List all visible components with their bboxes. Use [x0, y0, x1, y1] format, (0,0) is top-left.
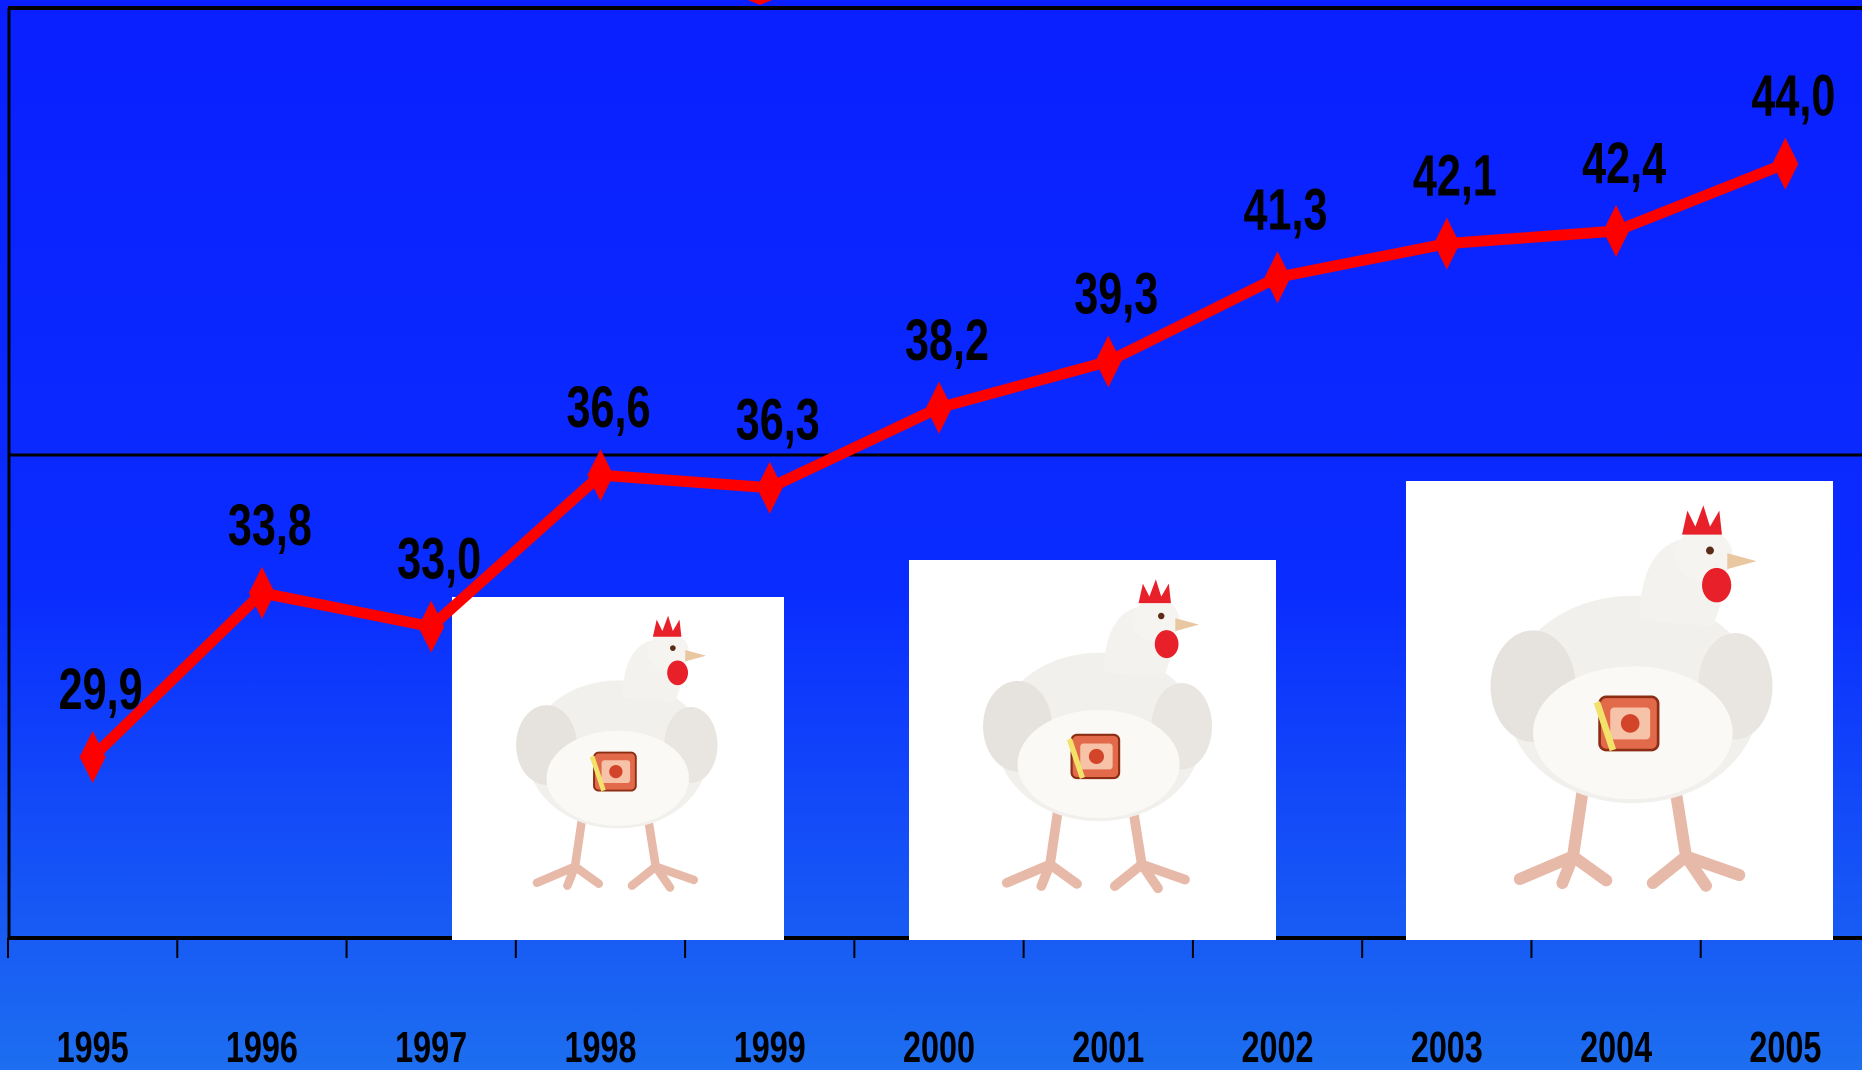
x-tick-label: 1996 — [226, 1023, 298, 1070]
data-point-marker — [926, 381, 952, 434]
data-point-marker — [1264, 251, 1291, 304]
data-label: 41,3 — [1244, 177, 1328, 242]
data-label: 42,4 — [1582, 131, 1666, 196]
data-label: 33,8 — [228, 493, 312, 558]
data-point-marker — [248, 566, 275, 619]
data-label: 42,1 — [1413, 144, 1497, 209]
x-tick-label: 1997 — [395, 1023, 467, 1070]
data-point-marker — [1433, 217, 1460, 270]
chicken-image-small — [452, 597, 784, 940]
offscreen-marker — [748, 0, 772, 5]
data-label: 38,2 — [905, 308, 989, 373]
x-tick-label: 1999 — [734, 1023, 806, 1070]
x-axis-ticks — [7, 938, 1702, 958]
data-point-marker — [79, 731, 106, 784]
data-label: 36,6 — [566, 375, 650, 440]
data-point-marker — [587, 449, 614, 502]
data-label: 33,0 — [397, 527, 481, 592]
data-point-marker — [756, 461, 783, 514]
x-tick-label: 1998 — [564, 1023, 636, 1070]
x-tick-label: 2003 — [1411, 1023, 1483, 1070]
data-point-marker — [1095, 335, 1122, 388]
data-point-marker — [418, 600, 445, 653]
x-tick-label: 2000 — [903, 1023, 975, 1070]
x-tick-labels: 1995 1996 1997 1998 1999 2000 2001 2002 2003 2004… — [57, 1023, 1822, 1070]
x-tick-label: 1995 — [57, 1023, 129, 1070]
series-markers — [79, 137, 1799, 784]
data-label: 36,3 — [736, 388, 820, 453]
data-point-marker — [1772, 137, 1799, 190]
data-label: 29,9 — [59, 657, 143, 722]
data-point-marker — [1603, 205, 1630, 258]
x-tick-label: 2002 — [1242, 1023, 1314, 1070]
value-labels: 29,9 33,8 33,0 36,6 36,3 38,2 39,3 41,3 42,1 42,4… — [59, 64, 1836, 722]
chicken-image-large — [1406, 481, 1833, 940]
data-label: 39,3 — [1074, 261, 1158, 326]
x-tick-label: 2005 — [1749, 1023, 1821, 1070]
x-tick-label: 2004 — [1580, 1023, 1652, 1070]
data-label: 44,0 — [1751, 64, 1835, 129]
chicken-image-medium — [909, 560, 1276, 940]
x-tick-label: 2001 — [1072, 1023, 1144, 1070]
